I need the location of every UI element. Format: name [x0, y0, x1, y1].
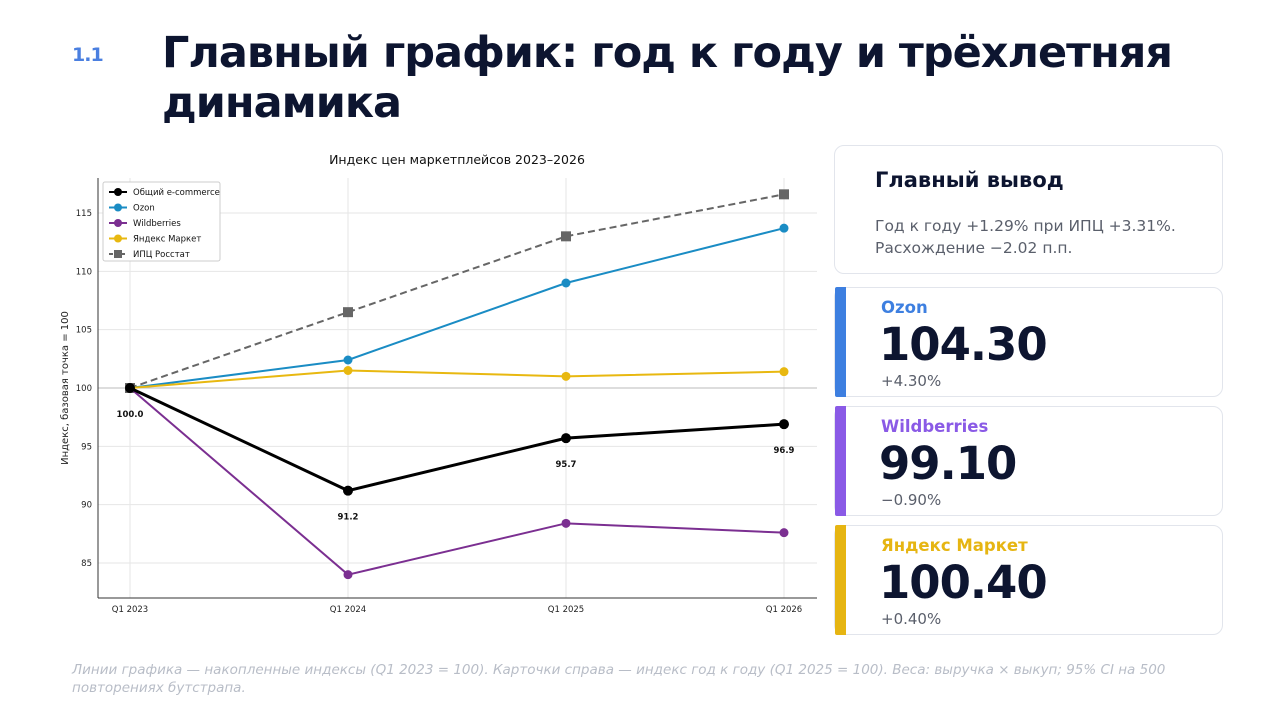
data-point [561, 371, 571, 381]
summary-heading: Главный вывод [875, 168, 1064, 192]
metric-value: 99.10 [879, 437, 1017, 490]
chart-legend: Общий e-commerce Ozon Wildberries Яндекс Ма… [102, 181, 221, 262]
footnote: Линии графика — накопленные индексы (Q1 … [72, 662, 1166, 696]
data-point [779, 189, 789, 200]
data-point [125, 383, 135, 393]
data-point [779, 419, 789, 430]
accent-stripe [835, 525, 846, 635]
series-line [129, 387, 785, 576]
data-point [561, 231, 571, 242]
data-point [561, 278, 571, 288]
metric-card-yandex-market: Яндекс Маркет 100.40 +0.40% [834, 525, 1223, 635]
summary-card: Главный вывод Год к году +1.29% при ИПЦ … [834, 145, 1223, 274]
metric-value: 100.40 [879, 556, 1048, 609]
y-tick-label: 100 [76, 384, 92, 394]
legend-marker [114, 188, 122, 196]
data-point [343, 307, 353, 318]
chart-title: Индекс цен маркетплейсов 2023–2026 [329, 152, 585, 167]
data-labels-layer: 100.0 91.2 95.7 96.9 [117, 410, 795, 523]
y-tick-label: 105 [76, 326, 92, 336]
y-tick-label: 90 [81, 501, 92, 511]
data-point [561, 433, 571, 444]
series-line [129, 227, 785, 389]
metric-name: Ozon [881, 298, 928, 317]
metric-card-ozon: Ozon 104.30 +4.30% [834, 287, 1223, 397]
legend-marker [114, 219, 122, 227]
legend-label: Ozon [133, 204, 155, 214]
legend-label: ИПЦ Росстат [133, 250, 190, 260]
legend-box [102, 181, 221, 262]
data-point [561, 518, 571, 528]
data-point [779, 528, 789, 538]
data-point [779, 223, 789, 233]
slide-number: 1.1 [72, 44, 104, 66]
metric-card-wildberries: Wildberries 99.10 −0.90% [834, 406, 1223, 516]
x-tick-label: Q1 2023 [112, 605, 148, 615]
axes-layer: 85 90 95 100 105 110 115 Q1 2023 Q1 2024 Q1 2025 Q… [76, 178, 817, 615]
data-label: 100.0 [117, 410, 144, 420]
legend-marker [114, 203, 122, 212]
data-point [779, 367, 789, 377]
metric-name: Яндекс Маркет [881, 536, 1028, 555]
data-label: 95.7 [556, 460, 577, 470]
summary-text: Год к году +1.29% при ИПЦ +3.31%. Расхож… [875, 217, 1176, 257]
data-point [343, 366, 353, 375]
page-title: Главный график: год к году и трёхлетняя … [162, 28, 1173, 128]
y-tick-label: 110 [76, 267, 92, 277]
x-tick-label: Q1 2026 [766, 605, 802, 615]
series-layer [125, 189, 789, 580]
accent-stripe [835, 406, 846, 516]
y-tick-label: 85 [81, 559, 92, 569]
metric-name: Wildberries [881, 417, 989, 436]
legend-marker [114, 250, 122, 258]
legend-marker [114, 234, 122, 243]
chart-svg: Индекс цен маркетплейсов 2023–2026 Индек… [60, 152, 817, 615]
series-line [129, 386, 785, 493]
line-chart: Индекс цен маркетплейсов 2023–2026 Индек… [56, 142, 826, 622]
legend-label: Яндекс Маркет [133, 235, 201, 245]
metric-value: 104.30 [879, 318, 1048, 371]
data-point [343, 485, 353, 496]
metric-change: +0.40% [881, 610, 942, 628]
y-axis-label: Индекс, базовая точка = 100 [60, 311, 71, 465]
metric-change: −0.90% [881, 491, 942, 509]
data-label: 96.9 [774, 446, 795, 456]
x-tick-label: Q1 2024 [330, 605, 366, 615]
x-tick-label: Q1 2025 [548, 605, 584, 615]
y-tick-label: 95 [81, 442, 92, 452]
series-line [129, 193, 785, 389]
legend-label: Общий e-commerce [133, 188, 220, 198]
y-tick-label: 115 [76, 209, 92, 219]
legend-label: Wildberries [133, 219, 181, 229]
data-label: 91.2 [338, 513, 359, 523]
series-line [129, 369, 785, 389]
metric-change: +4.30% [881, 372, 942, 390]
accent-stripe [835, 287, 846, 397]
data-point [343, 570, 353, 580]
data-point [343, 355, 353, 365]
